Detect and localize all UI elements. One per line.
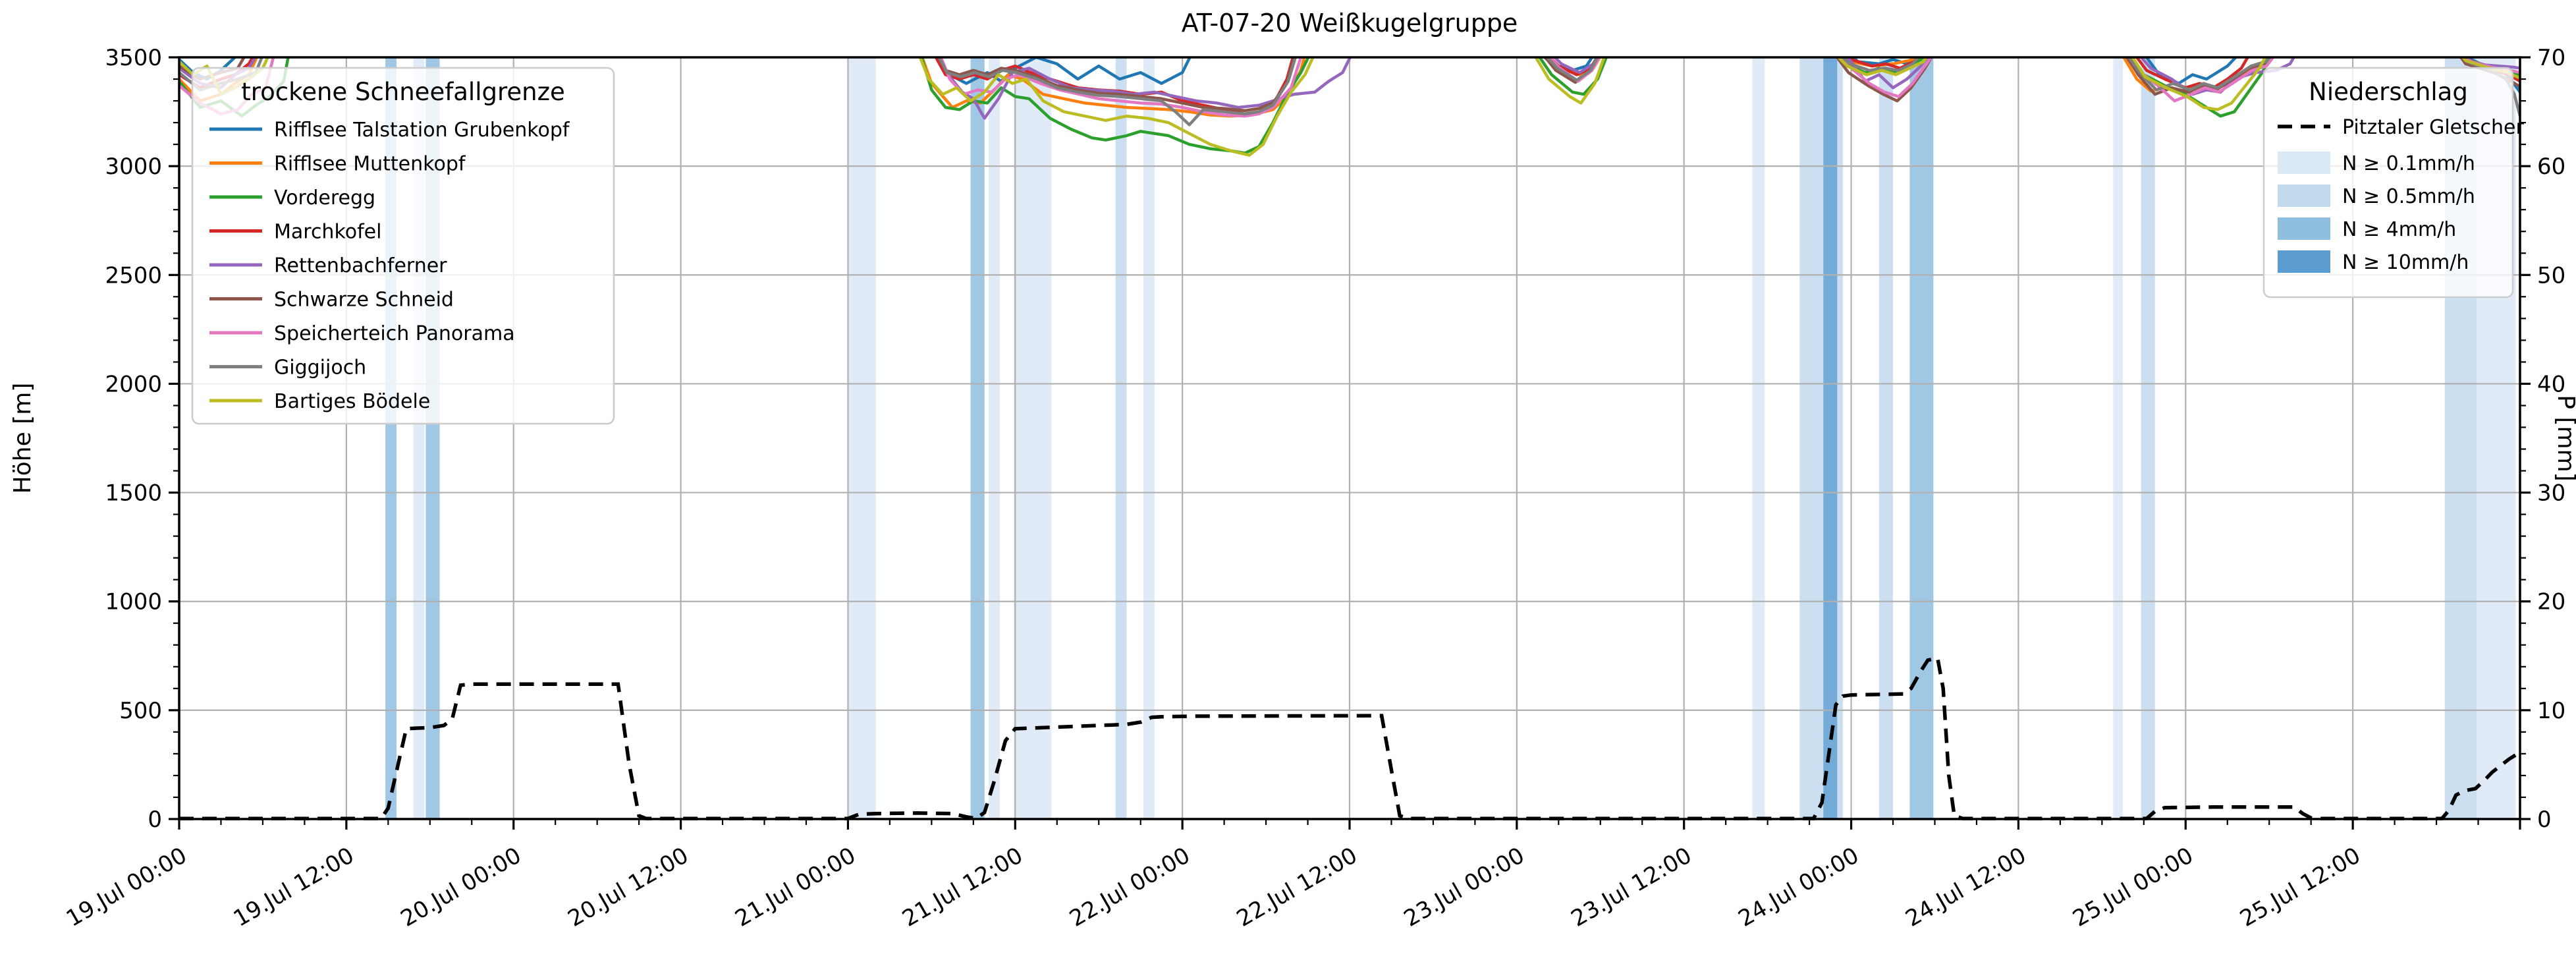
precipitation-band — [1837, 57, 1843, 819]
y-right-axis-label: P [mm] — [2552, 395, 2576, 481]
y-left-tick-labels: 0 500 1000 1500 2000 2500 3000 3500 — [105, 45, 162, 833]
legend-item-label: N ≥ 0.1mm/h — [2342, 152, 2475, 175]
snowline-giggijoch — [1545, 57, 1600, 82]
legend-item-label: N ≥ 10mm/h — [2342, 251, 2469, 274]
y-right-tick-label: 10 — [2537, 698, 2565, 724]
snowline-rettenbachferner — [2465, 57, 2520, 70]
snowline-series — [179, 57, 2520, 157]
snowline-marchkofel — [2135, 57, 2250, 90]
legend-item-label: Schwarze Schneid — [274, 289, 454, 312]
legend-item-label: Marchkofel — [274, 221, 381, 244]
legend-item-label: Rifflsee Talstation Grubenkopf — [274, 119, 570, 142]
legend-band-swatch — [2278, 152, 2330, 174]
snowline-giggijoch — [1840, 57, 1921, 72]
chart-title: AT-07-20 Weißkugelgruppe — [1182, 9, 1518, 38]
snowline-rettenbachferner — [939, 57, 1352, 120]
y-right-tick-label: 70 — [2537, 45, 2565, 71]
y-right-tick-labels: 0 10 20 30 40 50 60 70 — [2537, 45, 2565, 833]
legend-item-label: N ≥ 4mm/h — [2342, 218, 2456, 241]
legend-item-label: Rettenbachferner — [274, 254, 447, 277]
y-left-tick-label: 2000 — [105, 371, 162, 397]
snowline-bartiges-b-dele — [1836, 57, 1929, 76]
y-right-tick-label: 60 — [2537, 154, 2565, 180]
legend-item-label: Bartiges Bödele — [274, 390, 430, 413]
legend-item-label: N ≥ 0.5mm/h — [2342, 185, 2475, 208]
y-right-tick-label: 20 — [2537, 589, 2565, 615]
snowline-bartiges-b-dele — [1534, 57, 1606, 105]
legend-item-label: Giggijoch — [274, 356, 366, 380]
y-right-tick-label: 0 — [2537, 807, 2552, 833]
y-right-tick-label: 40 — [2537, 371, 2565, 397]
precipitation-band — [1823, 57, 1838, 819]
y-left-axis-label: Höhe [m] — [9, 383, 36, 494]
legend-item-label: Pitztaler Gletscher — [2342, 116, 2524, 139]
precipitation-band — [848, 57, 876, 819]
snowline-bartiges-b-dele — [2131, 57, 2267, 111]
y-left-tick-label: 500 — [119, 698, 162, 724]
precipitation-band — [1014, 57, 1052, 819]
y-left-tick-label: 0 — [148, 807, 162, 833]
precipitation-band — [1143, 57, 1155, 819]
legend-snowline-title: trockene Schneefallgrenze — [241, 78, 565, 106]
precipitation-band — [1115, 57, 1127, 819]
precipitation-band — [1909, 57, 1934, 819]
snowline-rettenbachferner — [1552, 57, 1601, 74]
legend-band-swatch — [2278, 217, 2330, 240]
legend-precipitation: Niederschlag Pitztaler Gletscher N ≥ 0.1mm… — [2262, 67, 2524, 298]
precipitation-band — [2141, 57, 2155, 819]
legend-item-label: Vorderegg — [274, 186, 375, 210]
y-left-tick-label: 1000 — [105, 589, 162, 615]
precipitation-band — [970, 57, 985, 819]
ticks — [169, 56, 2531, 830]
y-left-tick-label: 2500 — [105, 262, 162, 289]
precipitation-band — [1799, 57, 1824, 819]
legend-precipitation-title: Niederschlag — [2309, 78, 2468, 106]
snowline-bartiges-b-dele — [918, 57, 1315, 157]
legend-item-label: Speicherteich Panorama — [274, 322, 515, 345]
snowline-rifflsee-talstation-grubenkopf — [936, 57, 1192, 85]
legend-band-swatch — [2278, 184, 2330, 207]
y-right-tick-label: 30 — [2537, 480, 2565, 507]
precipitation-band — [1878, 57, 1894, 819]
precipitation-line-pitztaler-gletscher — [179, 656, 2521, 821]
legend-snowline: trockene Schneefallgrenze Rifflsee Talsta… — [191, 67, 615, 425]
snowline-giggijoch — [2127, 57, 2271, 92]
legend-snowline-box — [191, 67, 615, 425]
y-left-tick-label: 3500 — [105, 45, 162, 71]
y-left-tick-label: 1500 — [105, 480, 162, 507]
legend-item-label: Rifflsee Muttenkopf — [274, 153, 466, 176]
precipitation-band — [1752, 57, 1765, 819]
snowline-giggijoch — [937, 57, 1298, 127]
snowline-schwarze-schneid — [937, 57, 1296, 113]
legend-band-swatch — [2278, 250, 2330, 273]
precipitation-band — [989, 57, 1000, 819]
precipitation-band — [2113, 57, 2124, 819]
y-left-tick-label: 3000 — [105, 154, 162, 180]
y-right-tick-label: 50 — [2537, 262, 2565, 289]
